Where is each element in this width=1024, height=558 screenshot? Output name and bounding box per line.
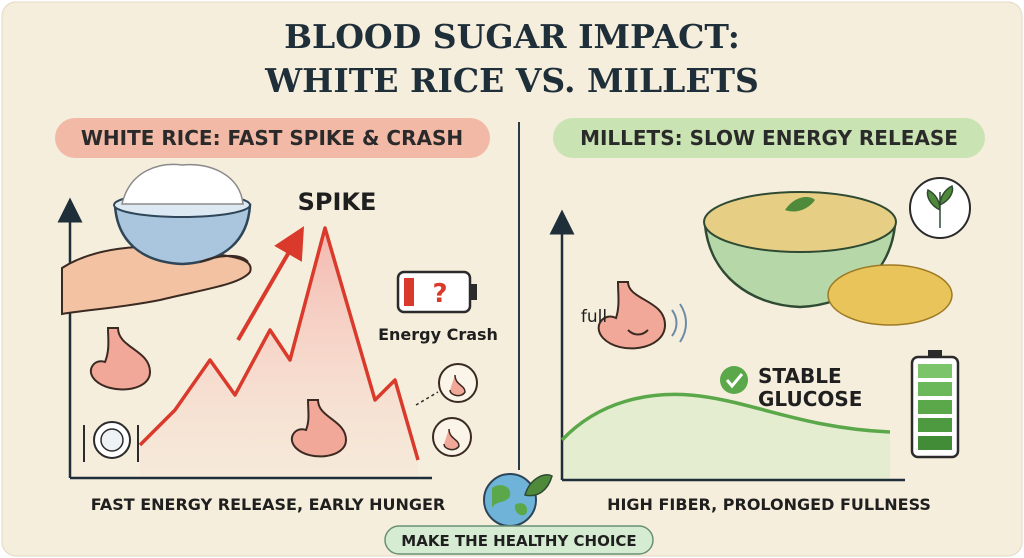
area bbox=[140, 228, 418, 478]
plate bbox=[83, 421, 139, 462]
stable-line: GLUCOSE bbox=[758, 387, 862, 411]
stable-line: STABLE bbox=[758, 364, 842, 388]
check-mark bbox=[725, 373, 744, 389]
glucose-line bbox=[138, 226, 420, 461]
stomach-icons bbox=[89, 327, 478, 458]
battery-symbol: ? bbox=[432, 279, 447, 309]
check-icon bbox=[720, 366, 748, 394]
battery-empty bbox=[396, 270, 477, 314]
panel-caption: HIGH FIBER, PROLONGED FULLNESS bbox=[607, 495, 931, 514]
crash-label: Energy Crash bbox=[378, 325, 498, 344]
panel-heading: MILLETS: SLOW ENERGY RELEASE bbox=[580, 126, 958, 150]
heading-pill bbox=[55, 118, 490, 158]
rice-chart bbox=[57, 197, 432, 480]
glucose-line bbox=[560, 392, 891, 442]
panel-caption: FAST ENERGY RELEASE, EARLY HUNGER bbox=[91, 495, 446, 514]
full-label: full bbox=[581, 307, 607, 327]
millet-bowl bbox=[703, 177, 971, 326]
battery-full bbox=[910, 350, 960, 459]
panel-heading: WHITE RICE: FAST SPIKE & CRASH bbox=[81, 126, 463, 150]
choice-button-label[interactable]: MAKE THE HEALTHY CHOICE bbox=[401, 532, 636, 550]
glucose-chart bbox=[549, 209, 905, 482]
spike-arrow bbox=[236, 226, 305, 342]
spike-label: SPIKE bbox=[298, 188, 377, 216]
heading-pill bbox=[553, 118, 985, 158]
happy-stomach bbox=[597, 281, 687, 350]
title-line: BLOOD SUGAR IMPACT: bbox=[284, 17, 740, 56]
hand-bowl bbox=[61, 163, 252, 316]
area bbox=[562, 394, 890, 480]
choice-button[interactable] bbox=[384, 525, 654, 555]
title-line: WHITE RICE VS. MILLETS bbox=[264, 61, 759, 100]
